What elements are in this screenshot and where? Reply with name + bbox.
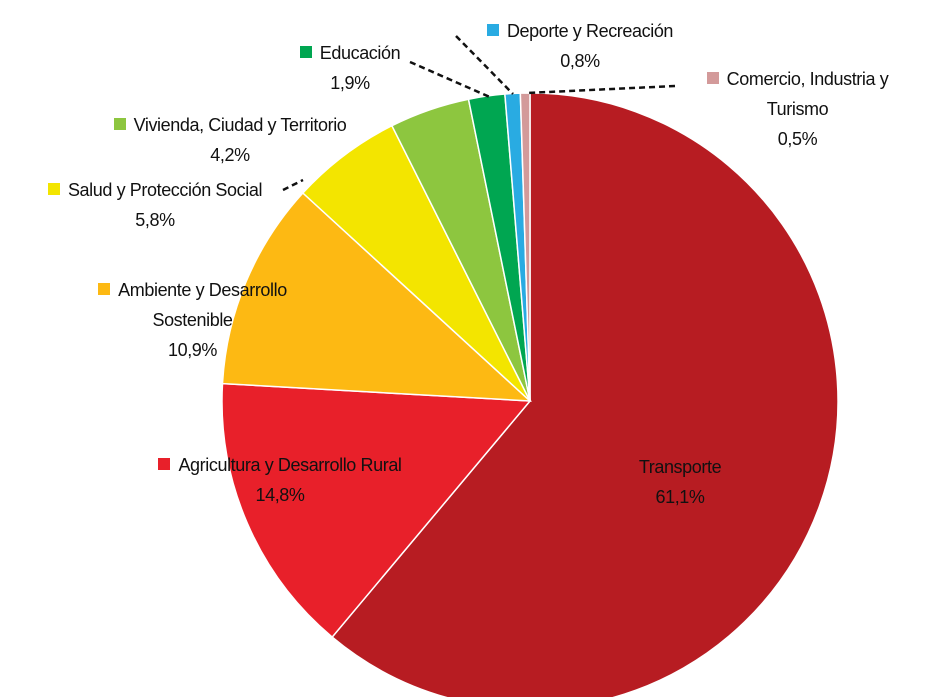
pie-slice xyxy=(221,382,532,639)
legend-swatch xyxy=(706,72,719,84)
slice-name-line: Comercio, Industria y Turismo xyxy=(675,64,920,124)
legend-swatch xyxy=(113,118,126,130)
slice-name-line: Vivienda, Ciudad y Territorio xyxy=(70,110,390,140)
leader-lines xyxy=(282,35,676,192)
slice-name: Comercio, Industria y Turismo xyxy=(726,69,889,119)
slice-value: 10,9% xyxy=(167,340,218,360)
slice-name-line: Transporte xyxy=(560,452,800,482)
slice-label: Deporte y Recreación 0,8% xyxy=(455,16,705,76)
slice-name-line: Ambiente y Desarrollo Sostenible xyxy=(70,275,315,335)
slice-name: Vivienda, Ciudad y Territorio xyxy=(133,115,347,135)
slice-value: 14,8% xyxy=(255,485,305,505)
pie-slice xyxy=(331,92,839,697)
slice-value: 5,8% xyxy=(135,210,175,230)
slice-label: Agricultura y Desarrollo Rural 14,8% xyxy=(115,450,445,510)
legend-swatch xyxy=(299,46,312,58)
slice-name: Educación xyxy=(319,43,401,63)
slice-name-line: Salud y Protección Social xyxy=(15,175,295,205)
slice-value: 1,9% xyxy=(330,73,370,93)
leader-line xyxy=(409,60,493,100)
legend-swatch xyxy=(98,283,111,295)
slice-name: Agricultura y Desarrollo Rural xyxy=(178,455,402,475)
slice-name: Transporte xyxy=(638,457,722,477)
pie-slice xyxy=(221,191,533,402)
slice-label: Vivienda, Ciudad y Territorio 4,2% xyxy=(70,110,390,170)
leader-line xyxy=(455,35,514,95)
slice-value: 0,5% xyxy=(777,129,818,149)
slice-name-line: Deporte y Recreación xyxy=(455,16,705,46)
slice-name-line: Agricultura y Desarrollo Rural xyxy=(115,450,445,480)
slice-value: 61,1% xyxy=(655,487,705,507)
slice-value: 0,8% xyxy=(560,51,600,71)
leader-line xyxy=(282,178,304,192)
slice-name-line: Educación xyxy=(280,38,420,68)
slice-name: Salud y Protección Social xyxy=(67,180,263,200)
legend-swatch xyxy=(486,24,499,36)
slice-name: Deporte y Recreación xyxy=(506,21,674,41)
legend-swatch xyxy=(47,183,60,195)
slice-label: Ambiente y Desarrollo Sostenible 10,9% xyxy=(70,275,315,365)
slice-name: Ambiente y Desarrollo Sostenible xyxy=(118,280,287,330)
slice-label: Transporte 61,1% xyxy=(560,452,800,512)
legend-swatch xyxy=(158,458,171,470)
slice-value: 4,2% xyxy=(210,145,250,165)
slice-label: Educación 1,9% xyxy=(280,38,420,98)
pie xyxy=(221,92,839,697)
slice-label: Salud y Protección Social 5,8% xyxy=(15,175,295,235)
leader-line xyxy=(526,84,676,95)
slice-label: Comercio, Industria y Turismo 0,5% xyxy=(675,64,920,154)
